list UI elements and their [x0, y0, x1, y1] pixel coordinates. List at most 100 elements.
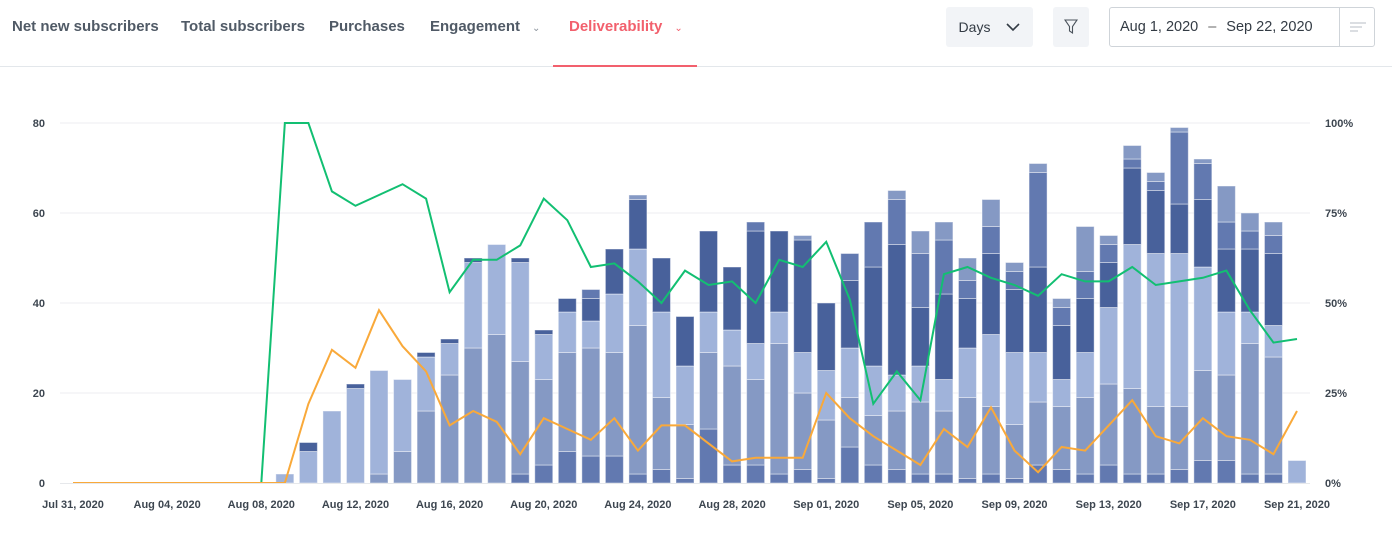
x-tick-label: Aug 12, 2020 — [322, 499, 389, 511]
bar-segment — [722, 464, 742, 484]
bar-stack — [957, 257, 977, 484]
bar-segment — [793, 235, 813, 241]
bar-segment — [981, 473, 1001, 484]
bar-stack — [863, 221, 883, 484]
date-range-picker[interactable]: Aug 1, 2020– Sep 22, 2020 — [1109, 7, 1375, 47]
bar-segment — [934, 379, 954, 412]
bar-segment — [510, 262, 530, 362]
y-left-tick-label: 60 — [33, 208, 45, 220]
bar-segment — [416, 410, 436, 484]
bar-segment — [957, 280, 977, 299]
bar-segment — [487, 244, 507, 335]
bar-segment — [981, 253, 1001, 335]
bar-stack — [393, 379, 413, 484]
bar-segment — [1216, 221, 1236, 250]
granularity-dropdown[interactable]: Days — [946, 7, 1033, 47]
bar-segment — [1122, 145, 1142, 160]
x-tick-label: Sep 05, 2020 — [887, 499, 953, 511]
bar-segment — [1146, 190, 1166, 254]
bar-stack — [345, 383, 365, 484]
bar-stack — [840, 253, 860, 484]
bar-segment — [722, 365, 742, 466]
bar-segment — [863, 266, 883, 367]
bar-segment — [1052, 469, 1072, 484]
bar-segment — [510, 361, 530, 475]
bar-segment — [651, 311, 671, 398]
tab-label: Net new subscribers — [12, 18, 159, 35]
tab-purchases[interactable]: Purchases — [329, 18, 405, 35]
bar-segment — [534, 379, 554, 466]
bar-segment — [628, 473, 648, 484]
filter-button[interactable] — [1053, 7, 1089, 47]
granularity-label: Days — [958, 19, 991, 35]
bar-segment — [699, 230, 719, 313]
bar-segment — [934, 473, 954, 484]
tab-label: Purchases — [329, 18, 405, 35]
bar-segment — [1240, 311, 1260, 344]
tab-net-new-subscribers[interactable]: Net new subscribers — [12, 18, 159, 35]
bar-segment — [1193, 460, 1213, 484]
y-right-tick-label: 75% — [1325, 208, 1347, 220]
x-tick-label: Sep 17, 2020 — [1170, 499, 1236, 511]
bar-segment — [1240, 473, 1260, 484]
bar-stack — [651, 257, 671, 484]
bar-segment — [369, 473, 389, 484]
bar-segment — [793, 469, 813, 484]
bar-segment — [1052, 307, 1072, 326]
bar-segment — [840, 280, 860, 349]
bar-segment — [1193, 266, 1213, 371]
bar-segment — [1193, 199, 1213, 268]
bar-segment — [487, 334, 507, 484]
bar-segment — [1240, 248, 1260, 313]
bar-stack — [910, 230, 930, 484]
bar-segment — [1122, 473, 1142, 484]
bar-stack — [534, 329, 554, 484]
bar-segment — [934, 239, 954, 295]
bar-stack — [699, 230, 719, 484]
bar-segment — [699, 311, 719, 353]
bar-segment — [557, 311, 577, 353]
tab-label: Engagement — [430, 18, 521, 35]
bar-segment — [769, 311, 789, 344]
bar-segment — [934, 410, 954, 475]
bar-segment — [1216, 185, 1236, 223]
bar-segment — [887, 410, 907, 470]
bar-stack — [298, 442, 318, 484]
bar-stack — [557, 298, 577, 484]
bar-stack — [1028, 163, 1048, 484]
bar-segment — [1099, 307, 1119, 385]
bar-segment — [604, 352, 624, 457]
bar-segment — [345, 388, 365, 484]
bar-segment — [604, 248, 624, 295]
bar-segment — [1099, 262, 1119, 308]
bar-segment — [840, 253, 860, 281]
bar-segment — [1075, 473, 1095, 484]
tab-deliverability[interactable]: Deliverability ⌄ — [569, 18, 683, 35]
bar-stack — [463, 257, 483, 484]
bar-segment — [1193, 163, 1213, 200]
bar-segment — [981, 334, 1001, 407]
bar-segment — [1193, 158, 1213, 164]
active-tab-indicator — [553, 65, 697, 67]
bar-segment — [981, 226, 1001, 254]
bar-segment — [863, 221, 883, 268]
bar-stack — [1169, 127, 1189, 484]
bar-segment — [1240, 230, 1260, 250]
bar-segment — [1052, 379, 1072, 407]
filter-icon — [1064, 19, 1078, 35]
bar-segment — [1122, 158, 1142, 169]
bar-segment — [1146, 473, 1166, 484]
bar-segment — [628, 199, 648, 250]
bar-segment — [1005, 262, 1025, 272]
tab-total-subscribers[interactable]: Total subscribers — [181, 18, 305, 35]
bar-segment — [1075, 298, 1095, 353]
bar-segment — [1169, 203, 1189, 254]
bar-stack — [1122, 145, 1142, 484]
date-to: Sep 22, 2020 — [1226, 19, 1313, 35]
y-left-tick-label: 80 — [33, 118, 45, 130]
tab-engagement[interactable]: Engagement ⌄ — [430, 18, 540, 35]
date-options-button[interactable] — [1339, 8, 1375, 46]
bar-segment — [322, 410, 342, 484]
bar-stack — [934, 221, 954, 484]
